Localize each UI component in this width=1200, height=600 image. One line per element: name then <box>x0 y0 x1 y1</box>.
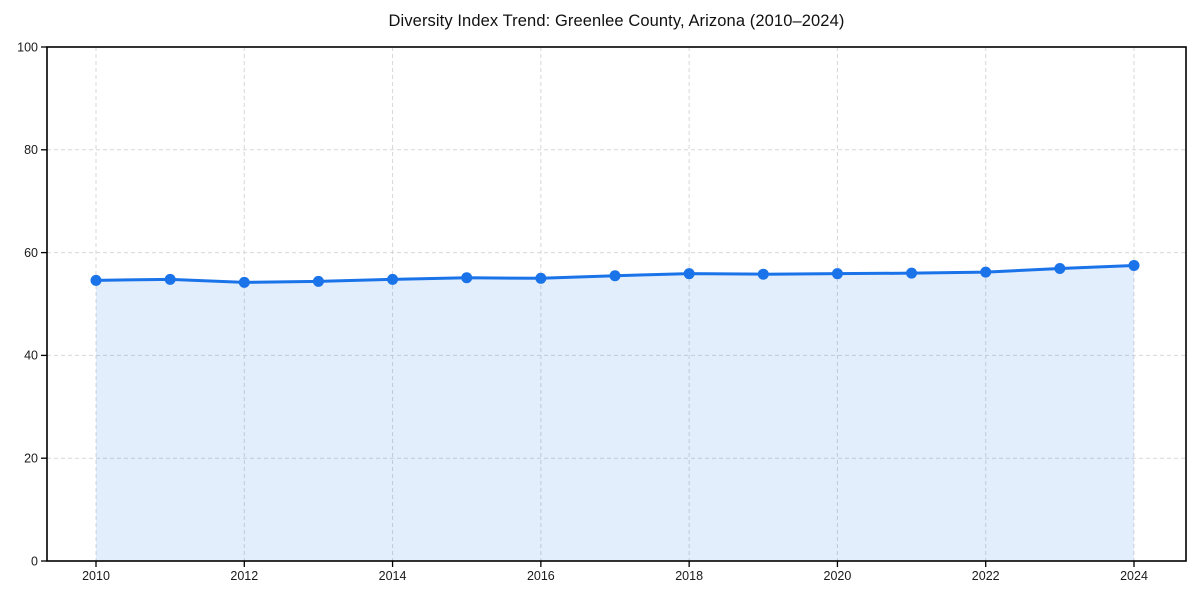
y-tick-label: 0 <box>31 554 38 568</box>
area-fill <box>96 265 1134 561</box>
x-tick-label: 2020 <box>824 569 852 583</box>
y-tick-label: 40 <box>24 349 38 363</box>
x-tick-label: 2014 <box>379 569 407 583</box>
x-tick-label: 2012 <box>230 569 258 583</box>
data-point-2022 <box>980 266 992 278</box>
data-point-2015 <box>461 272 473 284</box>
data-point-2021 <box>906 267 918 279</box>
y-tick-label: 80 <box>24 143 38 157</box>
data-point-2013 <box>312 275 324 287</box>
x-tick-label: 2016 <box>527 569 555 583</box>
x-tick-label: 2024 <box>1120 569 1148 583</box>
data-point-2023 <box>1054 263 1066 275</box>
x-tick-label: 2010 <box>82 569 110 583</box>
y-tick-label: 20 <box>24 452 38 466</box>
data-point-2018 <box>683 268 695 280</box>
data-point-2012 <box>238 276 250 288</box>
y-tick-label: 60 <box>24 246 38 260</box>
data-point-2011 <box>164 273 176 285</box>
data-point-2014 <box>387 273 399 285</box>
x-tick-label: 2018 <box>675 569 703 583</box>
data-point-2017 <box>609 270 621 282</box>
data-point-2020 <box>831 268 843 280</box>
data-point-2024 <box>1128 259 1140 271</box>
data-point-2010 <box>90 274 102 286</box>
data-point-2016 <box>535 272 547 284</box>
x-tick-label: 2022 <box>972 569 1000 583</box>
plot-border <box>46 46 1187 562</box>
chart-title: Diversity Index Trend: Greenlee County, … <box>388 12 845 30</box>
data-point-2019 <box>757 268 769 280</box>
y-tick-label: 100 <box>17 40 38 54</box>
